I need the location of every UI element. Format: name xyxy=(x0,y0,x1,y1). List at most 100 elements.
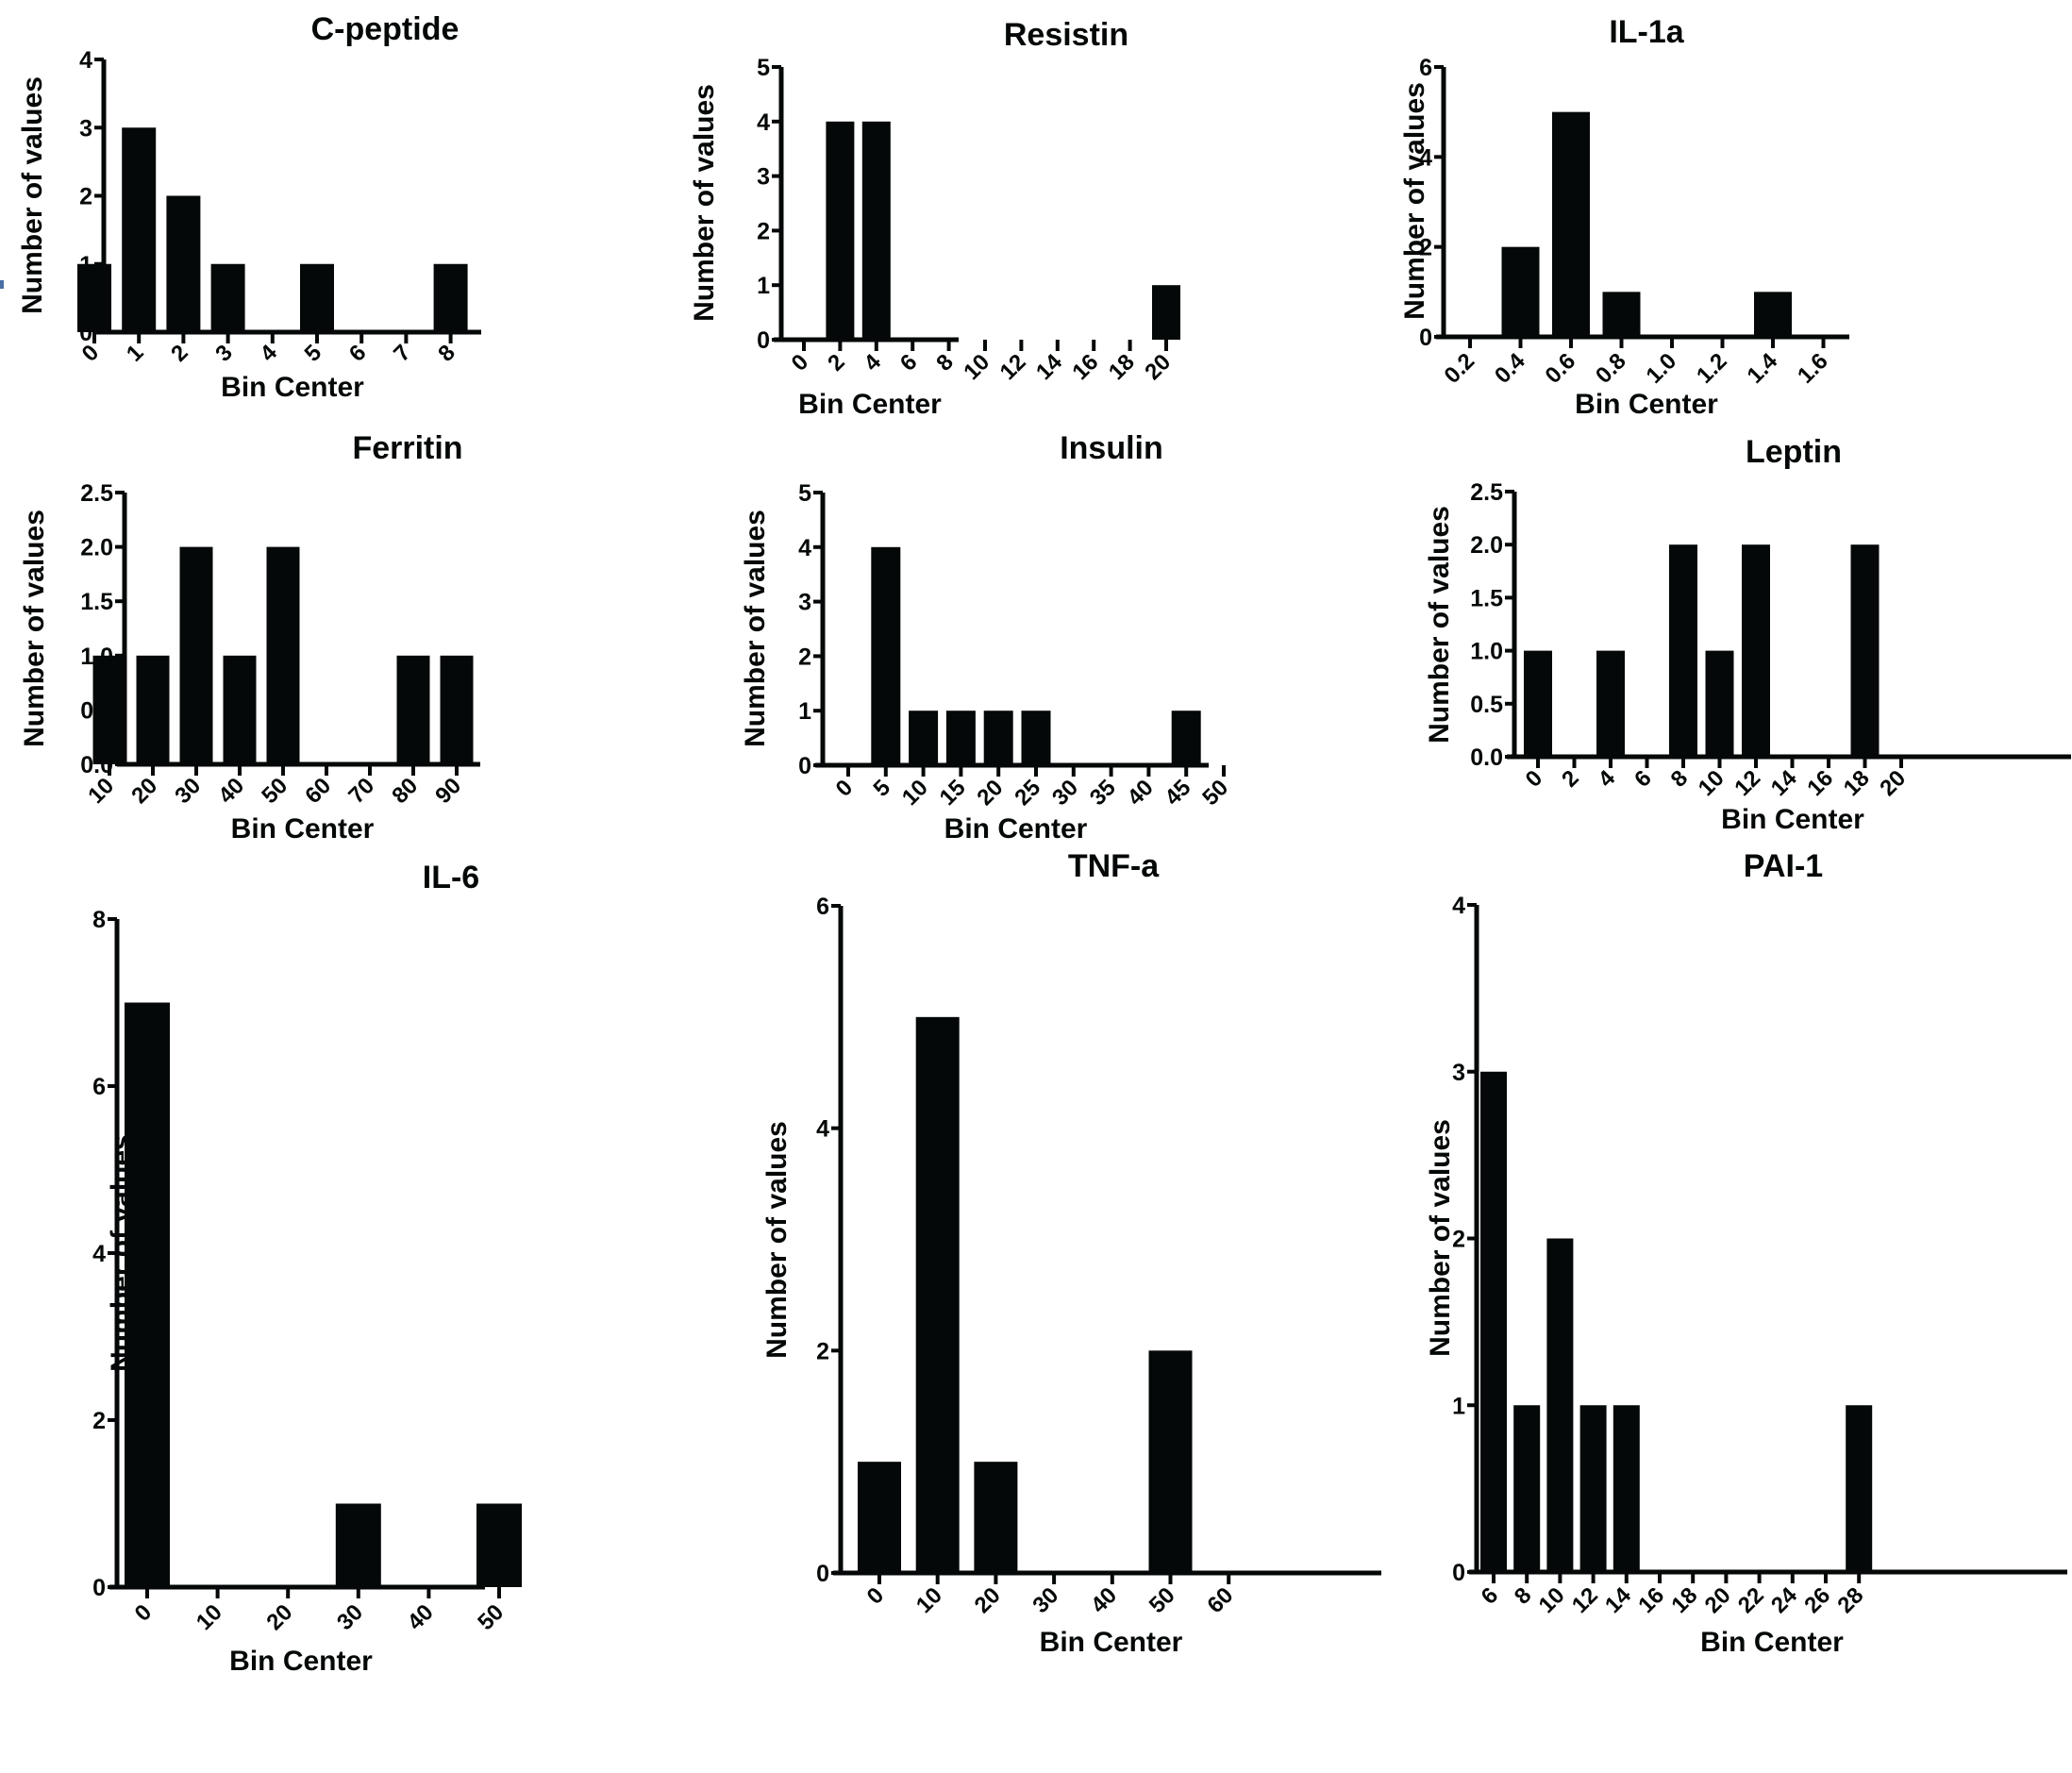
y-tick-label: 2.0 xyxy=(80,535,113,561)
bar xyxy=(1705,650,1734,757)
y-tick-label: 2.0 xyxy=(1470,532,1503,559)
y-tick-label: 0.0 xyxy=(1470,744,1503,771)
y-axis-label: Number of values xyxy=(689,84,720,322)
y-tick-label: 1 xyxy=(798,698,811,725)
x-tick-label: 50 xyxy=(473,1599,509,1635)
y-tick-label: 3 xyxy=(757,164,770,191)
x-axis-label: Bin Center xyxy=(229,1646,373,1677)
x-tick-label: 25 xyxy=(1010,775,1045,811)
y-axis-label: Number of values xyxy=(761,1121,793,1359)
chart-title: Resistin xyxy=(1004,17,1128,53)
y-axis-label: Number of values xyxy=(1425,1119,1456,1357)
y-tick-label: 3 xyxy=(79,115,92,142)
bar xyxy=(1546,1238,1574,1572)
y-tick-label: 2 xyxy=(757,218,770,244)
x-tick-label: 6 xyxy=(1629,765,1657,793)
y-tick-label: 0.5 xyxy=(1470,692,1503,718)
x-tick-label: 40 xyxy=(1086,1582,1122,1618)
y-tick-label: 2 xyxy=(79,184,92,210)
x-tick-label: 1.0 xyxy=(1642,348,1682,389)
y-tick-label: 0 xyxy=(79,320,92,346)
bar xyxy=(871,546,901,765)
x-tick-label: 14 xyxy=(1766,765,1802,801)
x-tick-label: 90 xyxy=(430,773,466,809)
y-tick-label: 5 xyxy=(757,55,770,81)
histogram-leptin: Leptin 0.0 0.5 1.0 1.5 2.0 2.5 0 2 4 6 8 10 12 14 16 18 2… xyxy=(1424,434,2071,835)
y-tick-label: 4 xyxy=(798,535,811,561)
x-tick-label: 12 xyxy=(1567,1582,1603,1618)
y-tick-label: 5 xyxy=(798,480,811,507)
bar xyxy=(210,263,245,332)
y-tick-label: 4 xyxy=(79,47,92,74)
y-tick-label: 0 xyxy=(92,1575,106,1601)
x-tick-label: 60 xyxy=(1202,1582,1238,1618)
x-tick-label: 4 xyxy=(860,349,887,376)
x-tick-label: 70 xyxy=(343,773,379,809)
y-tick-label: 2.5 xyxy=(1470,479,1503,506)
bar xyxy=(1742,544,1770,757)
y-tick-label: 0 xyxy=(757,327,770,354)
x-tick-label: 8 xyxy=(1666,765,1694,793)
bar xyxy=(300,263,334,332)
bar xyxy=(1524,650,1552,757)
x-tick-label: 8 xyxy=(1510,1582,1537,1610)
y-tick-label: 6 xyxy=(816,894,829,920)
x-tick-label: 40 xyxy=(1123,775,1159,811)
y-tick-label: 1.0 xyxy=(1470,639,1503,665)
x-tick-label: 0 xyxy=(787,349,814,376)
x-tick-label: 40 xyxy=(403,1599,439,1635)
x-tick-label: 30 xyxy=(332,1599,368,1635)
y-tick-label: 2.5 xyxy=(80,480,113,507)
x-tick-label: 14 xyxy=(1031,349,1067,385)
y-tick-label: 1.0 xyxy=(80,644,113,670)
x-tick-label: 2 xyxy=(823,349,850,376)
y-axis-label: Number of values xyxy=(1424,506,1455,744)
bar xyxy=(915,1016,960,1573)
x-tick-label: 22 xyxy=(1733,1582,1769,1618)
y-axis-label: Number of values xyxy=(106,1134,137,1372)
bar xyxy=(335,1503,381,1587)
y-tick-label: 1.5 xyxy=(80,589,113,615)
bar xyxy=(125,1002,170,1587)
x-tick-label: 35 xyxy=(1085,775,1121,811)
y-tick-label: 4 xyxy=(92,1241,106,1267)
bar xyxy=(858,1462,901,1573)
bar xyxy=(1754,292,1792,337)
y-axis-label: Number of values xyxy=(17,76,48,314)
bar xyxy=(1480,1071,1507,1572)
y-tick-label: 2 xyxy=(92,1408,106,1434)
bar xyxy=(1669,544,1697,757)
x-tick-label: 20 xyxy=(972,775,1008,811)
x-tick-label: 20 xyxy=(1875,765,1911,801)
y-tick-label: 1 xyxy=(79,252,92,278)
x-tick-label: 60 xyxy=(300,773,336,809)
bar xyxy=(909,711,939,765)
y-tick-label: 1 xyxy=(1452,1393,1465,1419)
x-tick-label: 10 xyxy=(1534,1582,1570,1618)
x-tick-label: 2 xyxy=(1557,765,1584,793)
x-tick-label: 1 xyxy=(122,340,149,367)
x-tick-label: 0.8 xyxy=(1591,348,1631,389)
x-tick-label: 24 xyxy=(1766,1582,1802,1618)
y-axis-label: Number of values xyxy=(19,510,50,747)
x-tick-label: 30 xyxy=(1047,775,1083,811)
x-tick-label: 28 xyxy=(1832,1582,1868,1618)
x-tick-label: 50 xyxy=(1197,775,1233,811)
x-tick-label: 50 xyxy=(1145,1582,1180,1618)
y-axis-label: Number of values xyxy=(1399,82,1430,320)
bar xyxy=(983,711,1013,765)
bar xyxy=(433,263,468,332)
x-tick-label: 30 xyxy=(170,773,206,809)
bar xyxy=(1596,650,1625,757)
x-tick-label: 8 xyxy=(433,340,460,367)
x-tick-label: 4 xyxy=(256,340,283,367)
bar xyxy=(1171,711,1201,765)
x-tick-label: 5 xyxy=(869,775,896,802)
bar xyxy=(166,195,201,332)
x-tick-label: 0.4 xyxy=(1490,348,1530,389)
bar xyxy=(1152,285,1180,340)
